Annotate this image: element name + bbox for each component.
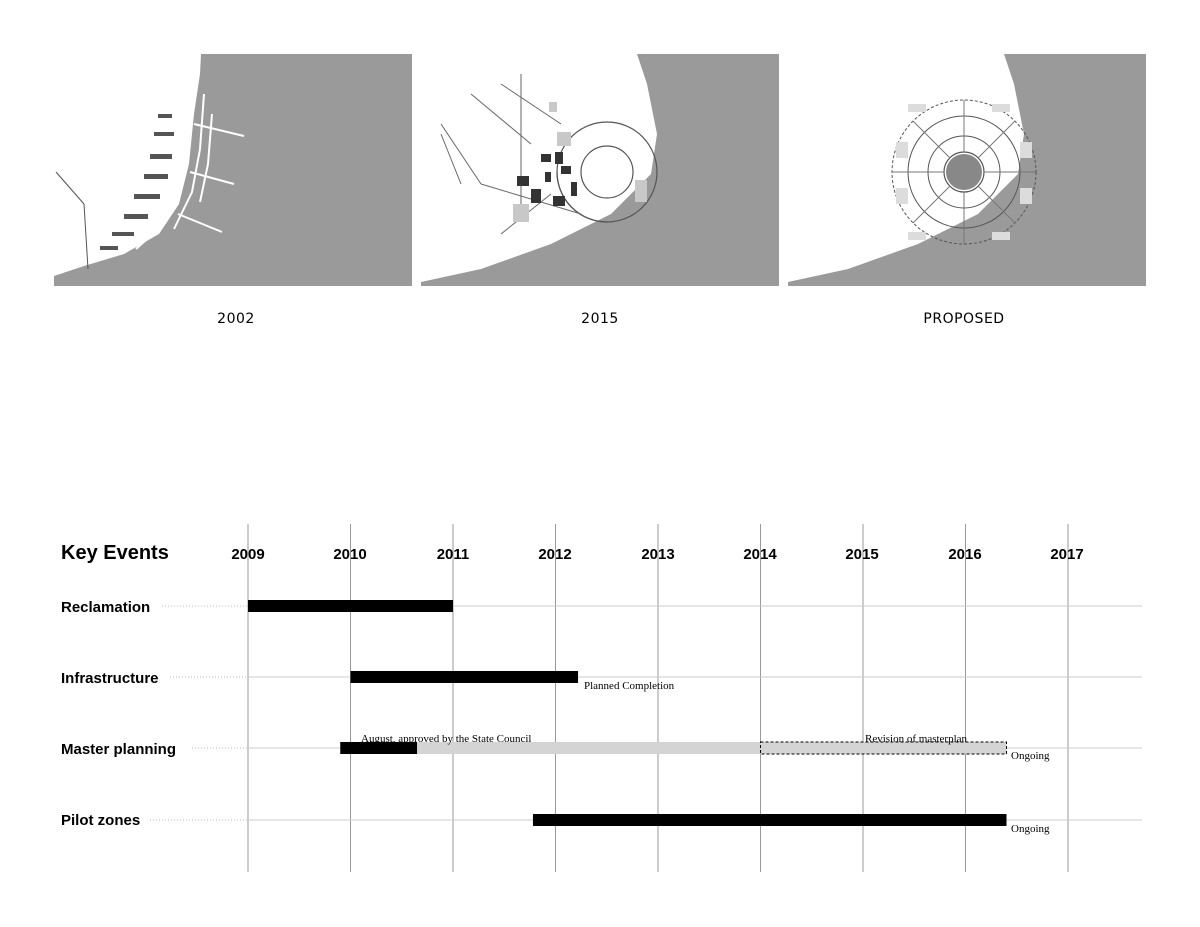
year-label-2014: 2014 <box>743 546 777 563</box>
proposed-parcels <box>896 104 1032 240</box>
map-caption-proposed: PROPOSED <box>923 311 1005 327</box>
bar-master-planning-gray-3 <box>417 742 761 754</box>
map-proposed <box>788 54 1146 286</box>
year-label-2011: 2011 <box>437 546 470 563</box>
proposed-core <box>946 154 982 190</box>
proposed-spokes <box>892 100 1036 244</box>
note-ongoing-master-planning: Ongoing <box>1011 750 1050 762</box>
water-area <box>54 54 412 286</box>
map-caption-2002: 2002 <box>217 311 255 327</box>
row-label-infrastructure: Infrastructure <box>61 670 159 687</box>
bar-master-planning-solid-2 <box>340 742 418 754</box>
year-label-2013: 2013 <box>641 546 674 563</box>
year-label-2009: 2009 <box>231 546 264 563</box>
bar-master-planning-dashed-4 <box>760 741 1007 755</box>
bar-infrastructure-solid-1 <box>350 671 579 683</box>
water-area <box>421 54 779 286</box>
building-blocks <box>517 152 577 206</box>
reclamation-strips <box>135 93 213 250</box>
note-ongoing-pilot-zones: Ongoing <box>1011 823 1050 835</box>
road-network <box>440 74 582 235</box>
year-label-2016: 2016 <box>948 546 981 563</box>
year-label-2015: 2015 <box>845 546 878 563</box>
row-label-master-planning: Master planning <box>61 741 176 758</box>
row-label-reclamation: Reclamation <box>61 599 150 616</box>
year-label-2017: 2017 <box>1050 546 1083 563</box>
light-blocks <box>513 102 647 222</box>
note-approved-state-council: August, approved by the State Council <box>361 733 531 745</box>
note-planned-completion: Planned Completion <box>584 680 675 692</box>
note-revision-masterplan: Revision of masterplan <box>865 733 968 745</box>
year-label-2012: 2012 <box>538 546 571 563</box>
timeline-title: Key Events <box>61 542 169 564</box>
coastal-fragments <box>100 114 174 250</box>
jetty-lines <box>55 171 89 270</box>
map-2015 <box>421 54 779 286</box>
map-caption-2015: 2015 <box>581 311 619 327</box>
pier-lines <box>177 123 245 233</box>
year-label-2010: 2010 <box>333 546 366 563</box>
map-2002 <box>54 54 412 286</box>
bar-reclamation-solid-0 <box>248 600 453 612</box>
row-label-pilot-zones: Pilot zones <box>61 812 140 829</box>
ring-city <box>556 121 658 223</box>
water-area <box>788 54 1146 286</box>
bar-pilot-zones-solid-5 <box>532 814 1007 826</box>
